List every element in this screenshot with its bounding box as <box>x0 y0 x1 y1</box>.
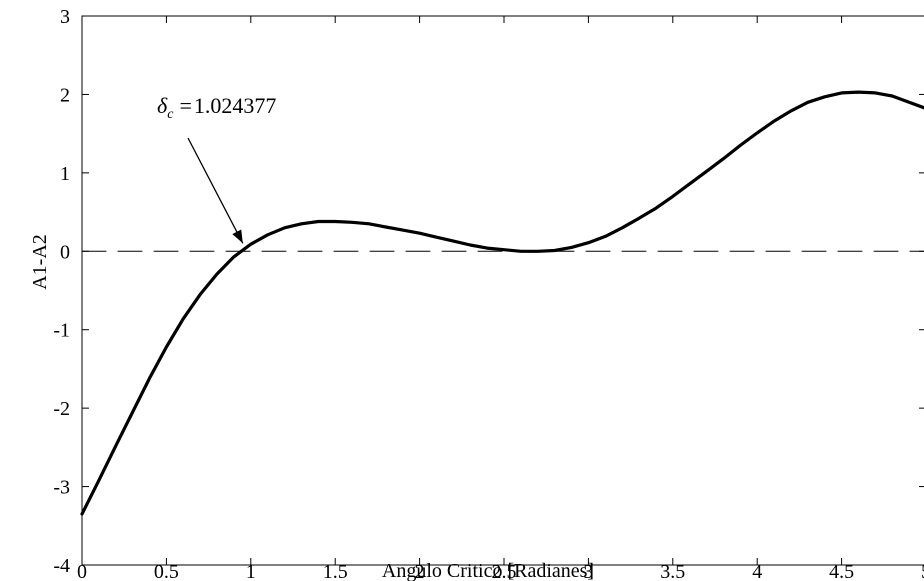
critical-angle-annotation: δc =1.024377 <box>157 93 276 244</box>
annotation-subscript: c <box>167 107 174 122</box>
x-tick-label: 0.5 <box>154 561 179 581</box>
y-axis-label: A1-A2 <box>29 234 51 290</box>
plot-area <box>81 15 924 566</box>
x-tick-label: 3 <box>583 561 593 581</box>
annotation-arrow-head <box>232 229 243 244</box>
y-tick-label: -4 <box>53 555 70 577</box>
x-tick-label: 4.5 <box>829 561 854 581</box>
axis-tick-labels: 0 0.5 1 1.5 2 2.5 3 3.5 4 4.5 5 -4 -3 -2 -1 0 1 2 3 <box>53 6 924 581</box>
y-tick-label: 2 <box>60 84 70 106</box>
y-tick-label: -3 <box>53 477 70 499</box>
y-tick-label: -2 <box>53 398 70 420</box>
annotation-text: δc =1.024377 <box>157 93 276 122</box>
y-tick-label: 3 <box>60 6 70 28</box>
annotation-symbol: δ <box>157 93 168 118</box>
x-tick-label: 2 <box>415 561 425 581</box>
x-tick-label: 5 <box>921 561 924 581</box>
x-tick-label: 2.5 <box>492 561 517 581</box>
annotation-equals: = <box>179 93 191 118</box>
y-tick-label: 1 <box>60 163 70 185</box>
x-tick-label: 1 <box>246 561 256 581</box>
series-lines <box>80 90 924 516</box>
annotation-value: 1.024377 <box>194 93 277 118</box>
y-tick-label: -1 <box>53 320 70 342</box>
axis-ticks <box>81 15 924 566</box>
x-axis-label: Angulo Critico [Radianes] <box>382 560 594 581</box>
x-tick-label: 1.5 <box>323 561 348 581</box>
x-tick-label: 0 <box>77 561 87 581</box>
x-tick-label: 4 <box>752 561 762 581</box>
annotation-arrow <box>187 137 244 244</box>
x-tick-label: 3.5 <box>660 561 685 581</box>
y-tick-label: 0 <box>60 241 70 263</box>
series-line <box>80 90 924 516</box>
